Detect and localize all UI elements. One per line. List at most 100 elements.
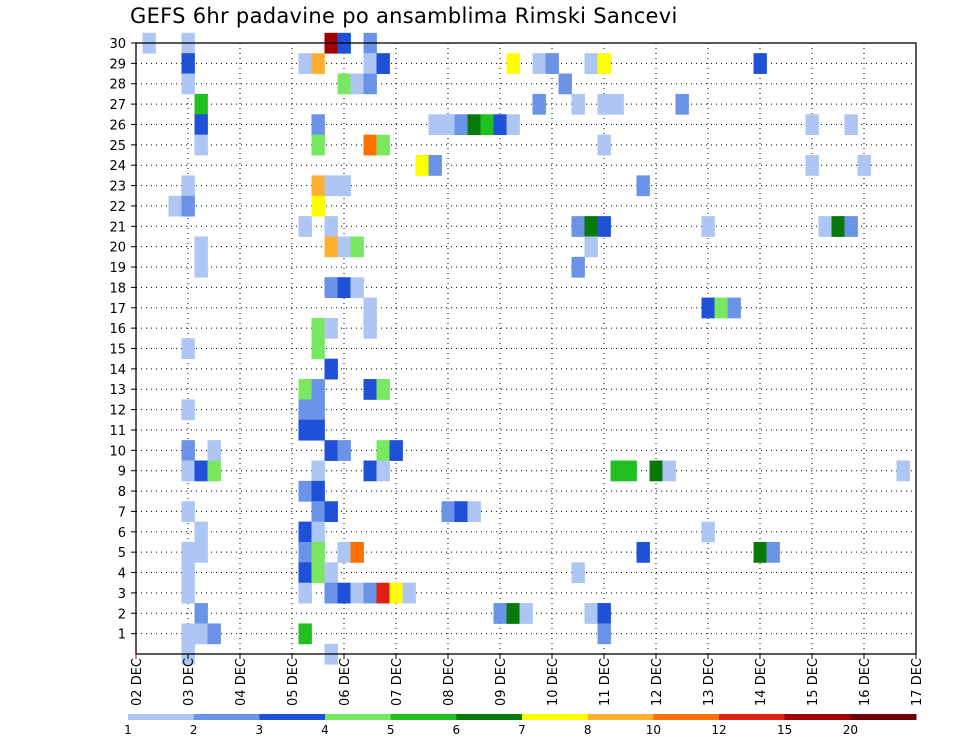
x-tick-label: 14 DEC xyxy=(754,658,769,706)
heatmap-cell xyxy=(194,114,208,136)
colorbar-segment xyxy=(325,714,392,720)
y-tick-label: 6 xyxy=(118,526,126,541)
x-tick-label: 10 DEC xyxy=(546,658,561,706)
heatmap-cell xyxy=(584,236,598,258)
heatmap-cell xyxy=(311,399,325,421)
heatmap-cell xyxy=(311,53,325,74)
heatmap-cell xyxy=(324,317,338,339)
colorbar-segment xyxy=(850,714,917,720)
y-tick-label: 19 xyxy=(109,261,126,276)
heatmap-cell xyxy=(532,53,546,74)
heatmap-cell xyxy=(298,521,312,543)
heatmap-cell xyxy=(324,175,338,197)
heatmap-cell xyxy=(376,379,390,400)
y-tick-label: 4 xyxy=(118,567,126,582)
heatmap-cell xyxy=(311,317,325,339)
heatmap-cell xyxy=(571,93,585,115)
heatmap-cell xyxy=(298,541,312,563)
heatmap-cell xyxy=(428,155,442,176)
heatmap-cell xyxy=(181,53,195,74)
x-tick-label: 15 DEC xyxy=(806,658,821,706)
y-tick-label: 7 xyxy=(118,505,126,520)
heatmap-cell xyxy=(831,216,845,237)
heatmap-cell xyxy=(506,603,520,624)
heatmap-cell xyxy=(311,134,325,156)
colorbar-label: 6 xyxy=(453,723,461,737)
y-tick-label: 14 xyxy=(109,363,126,378)
colorbar-label: 5 xyxy=(387,723,395,737)
heatmap-cell xyxy=(350,73,364,95)
heatmap-cell xyxy=(649,460,663,482)
x-tick-label: 09 DEC xyxy=(494,658,509,706)
heatmap-cell xyxy=(194,236,208,258)
heatmap-cell xyxy=(311,338,325,360)
colorbar-segment xyxy=(587,714,654,720)
heatmap-cell xyxy=(181,195,195,217)
y-tick-label: 3 xyxy=(118,587,126,602)
heatmap-cell xyxy=(558,73,572,95)
heatmap-cell xyxy=(311,419,325,441)
heatmap-cell xyxy=(194,93,208,115)
grid-lines xyxy=(135,42,917,654)
x-tick-label: 12 DEC xyxy=(650,658,665,706)
heatmap-cell xyxy=(350,541,364,563)
heatmap-cell xyxy=(701,521,715,543)
heatmap-cell xyxy=(376,53,390,74)
heatmap-cell xyxy=(454,114,468,136)
heatmap-cell xyxy=(350,236,364,258)
heatmap-cell xyxy=(389,582,403,604)
y-tick-label: 9 xyxy=(118,465,126,480)
heatmap-cell xyxy=(337,175,351,197)
heatmap-cell xyxy=(584,603,598,624)
y-tick-label: 29 xyxy=(109,57,126,72)
heatmap-cell xyxy=(597,93,611,115)
x-tick-label: 07 DEC xyxy=(390,658,405,706)
heatmap-cell xyxy=(636,175,650,197)
heatmap-cell xyxy=(298,480,312,502)
heatmap-cell xyxy=(298,379,312,400)
chart-title: GEFS 6hr padavine po ansamblima Rimski S… xyxy=(130,4,678,28)
heatmap-cell xyxy=(519,603,533,624)
heatmap-cell xyxy=(896,460,910,482)
heatmap-cell xyxy=(363,73,377,95)
heatmap-cell xyxy=(337,73,351,95)
heatmap-cell xyxy=(324,236,338,258)
y-tick-label: 20 xyxy=(109,241,126,256)
y-tick-label: 1 xyxy=(118,628,126,643)
heatmap-cell xyxy=(363,53,377,74)
heatmap-cell xyxy=(298,562,312,584)
heatmap-cell xyxy=(298,216,312,237)
heatmap-cell xyxy=(441,501,455,523)
heatmap-cell xyxy=(389,440,403,461)
heatmap-cell xyxy=(844,114,858,136)
heatmap-cell xyxy=(376,134,390,156)
y-tick-label: 8 xyxy=(118,485,126,500)
heatmap-cell xyxy=(480,114,494,136)
heatmap-cell xyxy=(454,501,468,523)
heatmap-cell xyxy=(636,541,650,563)
heatmap-cell xyxy=(324,358,338,380)
heatmap-cell xyxy=(571,256,585,278)
y-tick-label: 27 xyxy=(109,98,126,113)
heatmap-cell xyxy=(298,623,312,645)
heatmap-cell xyxy=(493,603,507,624)
heatmap-cell xyxy=(545,53,559,74)
heatmap-cell xyxy=(311,480,325,502)
y-tick-label: 16 xyxy=(109,322,126,337)
heatmap-cell xyxy=(753,53,767,74)
heatmap-cell xyxy=(207,440,221,461)
y-tick-label: 2 xyxy=(118,607,126,622)
heatmap-cell xyxy=(597,216,611,237)
heatmap-cell xyxy=(350,277,364,298)
colorbar-label: 7 xyxy=(518,723,526,737)
heatmap-cell xyxy=(207,460,221,482)
heatmap-cell xyxy=(311,562,325,584)
y-tick-label: 30 xyxy=(109,37,126,52)
heatmap-cell xyxy=(337,582,351,604)
heatmap-cell xyxy=(181,338,195,360)
heatmap-cell xyxy=(402,582,416,604)
heatmap-cell xyxy=(610,460,624,482)
heatmap-cell xyxy=(376,440,390,461)
heatmap-cell xyxy=(311,521,325,543)
